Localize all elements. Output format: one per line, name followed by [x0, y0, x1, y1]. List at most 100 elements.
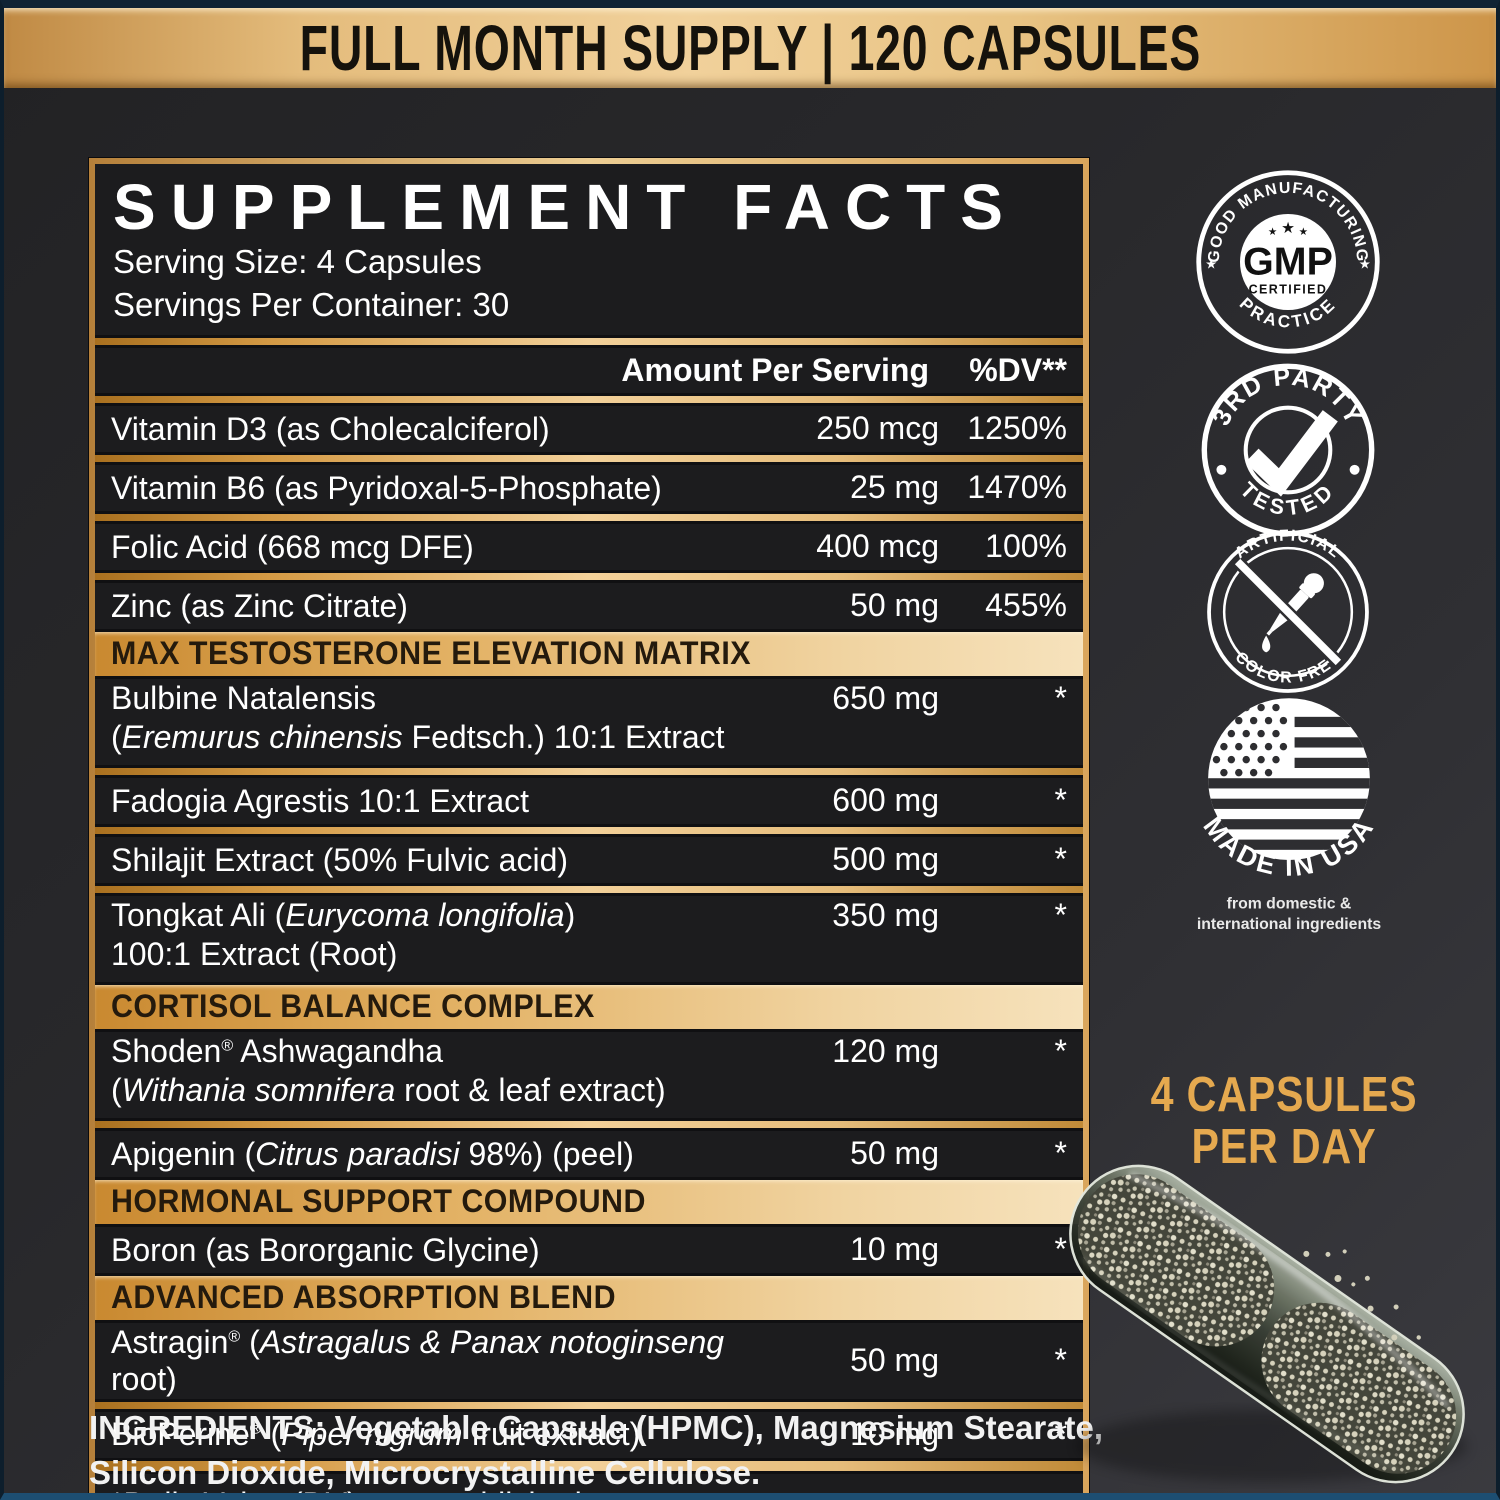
- ingredient-name: Astragin® (Astragalus & Panax notoginsen…: [111, 1323, 725, 1397]
- ingredient-name: Vitamin D3 (as Cholecalciferol): [111, 410, 550, 447]
- gmp-right-star-icon: ★: [1359, 257, 1371, 272]
- checkmark-icon: [1245, 410, 1338, 497]
- dot-icon: [1216, 464, 1227, 475]
- gold-divider: [95, 392, 1083, 406]
- ingredient-dv: 1470%: [967, 469, 1067, 506]
- granule-spill: [1303, 1249, 1421, 1341]
- ingredients-text: INGREDIENTS: Vegetable Capsule (HPMC), M…: [89, 1409, 1104, 1491]
- section-header: CORTISOL BALANCE COMPLEX: [95, 981, 1083, 1032]
- ingredient-dv: *: [1054, 896, 1067, 933]
- ingredient-row: Vitamin D3 (as Cholecalciferol) 250 mcg 12…: [95, 405, 1083, 452]
- ingredient-name: Fadogia Agrestis 10:1 Extract: [111, 782, 529, 819]
- row-divider: [95, 882, 1083, 896]
- section-header: HORMONAL SUPPORT COMPOUND: [95, 1176, 1083, 1227]
- section-header-label: CORTISOL BALANCE COMPLEX: [111, 988, 595, 1025]
- ingredient-amount: 400 mcg: [816, 528, 939, 565]
- row-divider: [95, 1398, 1083, 1412]
- gold-divider: [95, 334, 1083, 348]
- ingredient-dv: *: [1054, 1231, 1067, 1268]
- usa-flag-icon: MADE IN USA from domestic & internationa…: [1197, 698, 1382, 933]
- panel-header: SUPPLEMENT FACTS Serving Size: 4 Capsule…: [95, 164, 1083, 335]
- gmp-certified-text: CERTIFIED: [1249, 283, 1328, 297]
- slash-icon: [1234, 558, 1342, 666]
- ingredient-amount: 650 mg: [832, 679, 939, 716]
- artificial-color-free-badge: ARTIFICIAL COLOR FREE: [1204, 528, 1372, 696]
- row-divider: [95, 764, 1083, 778]
- ingredient-row: Bulbine Natalensis 650 mg * (Eremurus chine…: [95, 678, 1083, 765]
- ingredient-name: Shoden® Ashwagandha: [111, 1033, 444, 1070]
- ingredient-dv: 1250%: [967, 410, 1067, 447]
- top-banner: FULL MONTH SUPPLY | 120 CAPSULES: [4, 8, 1496, 88]
- ingredient-row: BioPerine® (Piper nigrum fruit extract) 1…: [95, 1411, 1083, 1458]
- dosage-line2: PER DAY: [1191, 1119, 1377, 1174]
- svg-text:3RD PARTY: 3RD PARTY: [1207, 363, 1368, 430]
- made-in-usa-badge: MADE IN USA from domestic & internationa…: [1196, 696, 1382, 946]
- ingredient-name: Zinc (as Zinc Citrate): [111, 587, 408, 624]
- ingredient-name: Shilajit Extract (50% Fulvic acid): [111, 841, 569, 878]
- ingredient-amount: 50 mg: [850, 1342, 939, 1379]
- row-divider: [95, 569, 1083, 583]
- ingredient-row: Zinc (as Zinc Citrate) 50 mg 455%: [95, 582, 1083, 629]
- gmp-star-icon: ★: [1299, 226, 1309, 238]
- usa-subtext-line2: international ingredients: [1197, 916, 1382, 933]
- color-free-badge-icon: ARTIFICIAL COLOR FREE: [1207, 528, 1369, 693]
- ingredient-name: Boron (as Bororganic Glycine): [111, 1231, 540, 1268]
- dv-header: %DV**: [969, 351, 1067, 388]
- ingredient-amount: 25 mg: [850, 469, 939, 506]
- ingredient-name-line2: (Eremurus chinensis Fedtsch.) 10:1 Extra…: [111, 718, 725, 755]
- ingredient-row: Astragin® (Astragalus & Panax notoginsen…: [95, 1322, 1083, 1399]
- panel-title: SUPPLEMENT FACTS: [113, 171, 1018, 243]
- ingredient-name-line2: (Withania somnifera root & leaf extract): [111, 1071, 666, 1108]
- row-divider: [95, 510, 1083, 524]
- dosage-callout: 4 CAPSULES PER DAY: [1109, 1069, 1459, 1174]
- ingredient-amount: 250 mcg: [816, 410, 939, 447]
- drop-icon: [1262, 635, 1271, 653]
- section-header-label: HORMONAL SUPPORT COMPOUND: [111, 1183, 646, 1220]
- ingredient-dv: *: [1054, 1032, 1067, 1069]
- ingredient-row: Tongkat Ali (Eurycoma longifolia) 350 mg *…: [95, 895, 1083, 982]
- ingredient-dv: *: [1054, 1342, 1067, 1379]
- ingredient-row: Fadogia Agrestis 10:1 Extract 600 mg *: [95, 777, 1083, 824]
- ingredient-dv: *: [1054, 1135, 1067, 1172]
- ingredient-dv: 100%: [985, 528, 1067, 565]
- gmp-badge-icon: GOOD MANUFACTURING PRACTICE ★ ★ ★ ★ ★ GM…: [1196, 170, 1380, 354]
- supplement-facts-panel: SUPPLEMENT FACTS Serving Size: 4 Capsule…: [89, 158, 1089, 1493]
- footnotes: *Daily Value (DV) not established. ** Pe…: [95, 1474, 1083, 1493]
- ingredient-dv: 455%: [985, 587, 1067, 624]
- ingredient-name: BioPerine® (Piper nigrum fruit extract): [111, 1416, 641, 1453]
- section-header-label: MAX TESTOSTERONE ELEVATION MATRIX: [111, 635, 752, 672]
- ingredient-row: Shoden® Ashwagandha 120 mg * (Withania somn…: [95, 1031, 1083, 1118]
- ingredient-amount: 50 mg: [850, 587, 939, 624]
- dropper-icon: [1266, 573, 1324, 636]
- ingredient-amount: 120 mg: [832, 1032, 939, 1069]
- ingredient-dv: *: [1054, 1416, 1067, 1453]
- ingredient-name: Folic Acid (668 mcg DFE): [111, 528, 474, 565]
- ingredient-row: Shilajit Extract (50% Fulvic acid) 500 mg…: [95, 836, 1083, 883]
- color-free-top-arc-text: ARTIFICIAL: [1232, 528, 1343, 562]
- dot-icon: [1349, 464, 1360, 475]
- ingredient-name: Bulbine Natalensis: [111, 680, 377, 717]
- row-divider: [95, 823, 1083, 837]
- row-divider: [95, 451, 1083, 465]
- ingredient-name: Vitamin B6 (as Pyridoxal-5-Phosphate): [111, 469, 662, 506]
- ingredient-name-line2: 100:1 Extract (Root): [111, 935, 398, 972]
- gmp-star-icon: ★: [1281, 220, 1295, 237]
- servings-per-container: Servings Per Container: 30: [113, 286, 510, 324]
- third-party-badge-icon: 3RD PARTY TESTED: [1201, 363, 1375, 537]
- amount-per-serving-header: Amount Per Serving: [621, 351, 929, 388]
- row-divider: [95, 1117, 1083, 1131]
- gold-divider: [95, 1457, 1083, 1474]
- ingredient-amount: 50 mg: [850, 1135, 939, 1172]
- section-header-label: ADVANCED ABSORPTION BLEND: [111, 1279, 617, 1316]
- ingredient-name: Tongkat Ali (Eurycoma longifolia): [111, 897, 576, 934]
- gmp-certified-badge: GOOD MANUFACTURING PRACTICE ★ ★ ★ ★ ★ GM…: [1192, 166, 1384, 358]
- ingredient-row: Folic Acid (668 mcg DFE) 400 mcg 100%: [95, 523, 1083, 570]
- ingredient-row: Apigenin (Citrus paradisi 98%) (peel) 50 …: [95, 1130, 1083, 1177]
- section-header: ADVANCED ABSORPTION BLEND: [95, 1272, 1083, 1323]
- ingredient-amount: 10 mg: [850, 1416, 939, 1453]
- usa-subtext-line1: from domestic &: [1227, 895, 1352, 912]
- ingredient-dv: *: [1054, 782, 1067, 819]
- column-headers: Amount Per Serving %DV**: [95, 348, 1083, 393]
- ingredient-row: Boron (as Bororganic Glycine) 10 mg *: [95, 1226, 1083, 1273]
